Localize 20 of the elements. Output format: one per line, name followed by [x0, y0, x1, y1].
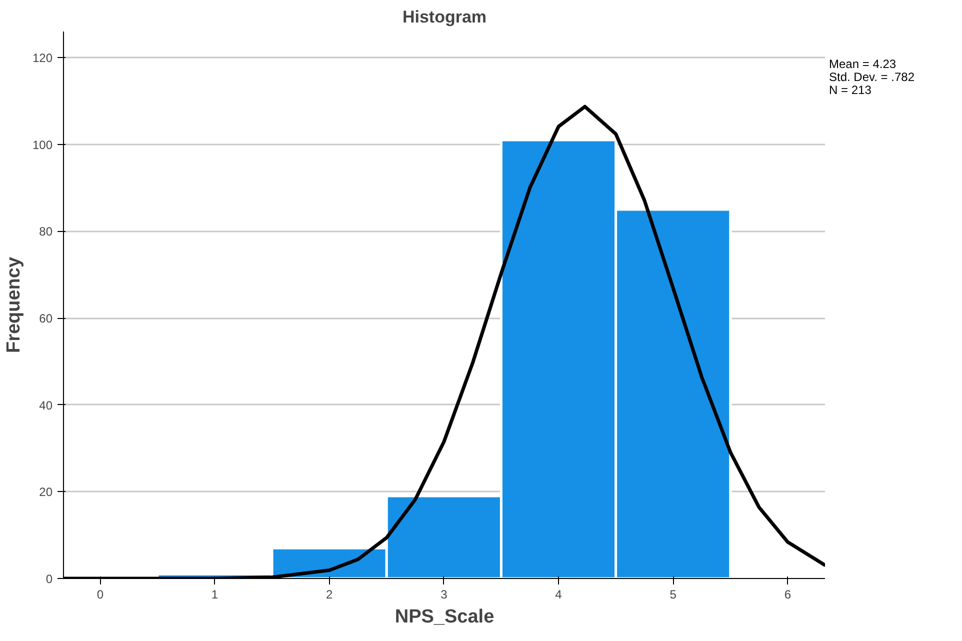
text: Mean = 4.23	[829, 57, 896, 71]
text: N = 213	[829, 83, 872, 97]
x-tick-label: 2	[326, 588, 334, 602]
y-tick-label: 40	[39, 398, 53, 412]
y-tick-label: 60	[39, 312, 53, 326]
chart-title: Histogram	[402, 8, 487, 26]
x-axis-title: NPS_Scale	[394, 606, 494, 628]
y-tick-label: 0	[46, 572, 53, 586]
x-tick-label: 0	[96, 588, 104, 602]
x-tick-label: 4	[555, 588, 562, 602]
x-tick-label: 5	[670, 588, 677, 602]
y-tick-label: 120	[32, 51, 53, 66]
x-tick-label: 6	[784, 588, 792, 602]
x-tick-label: 1	[211, 588, 218, 602]
text: Std. Dev. = .782	[829, 70, 914, 84]
y-tick-label: 100	[32, 138, 53, 152]
x-tick-label: 3	[440, 588, 448, 602]
y-axis-title: Frequency	[3, 256, 24, 354]
y-tick-label: 20	[39, 485, 53, 500]
y-tick-label: 80	[39, 224, 53, 239]
